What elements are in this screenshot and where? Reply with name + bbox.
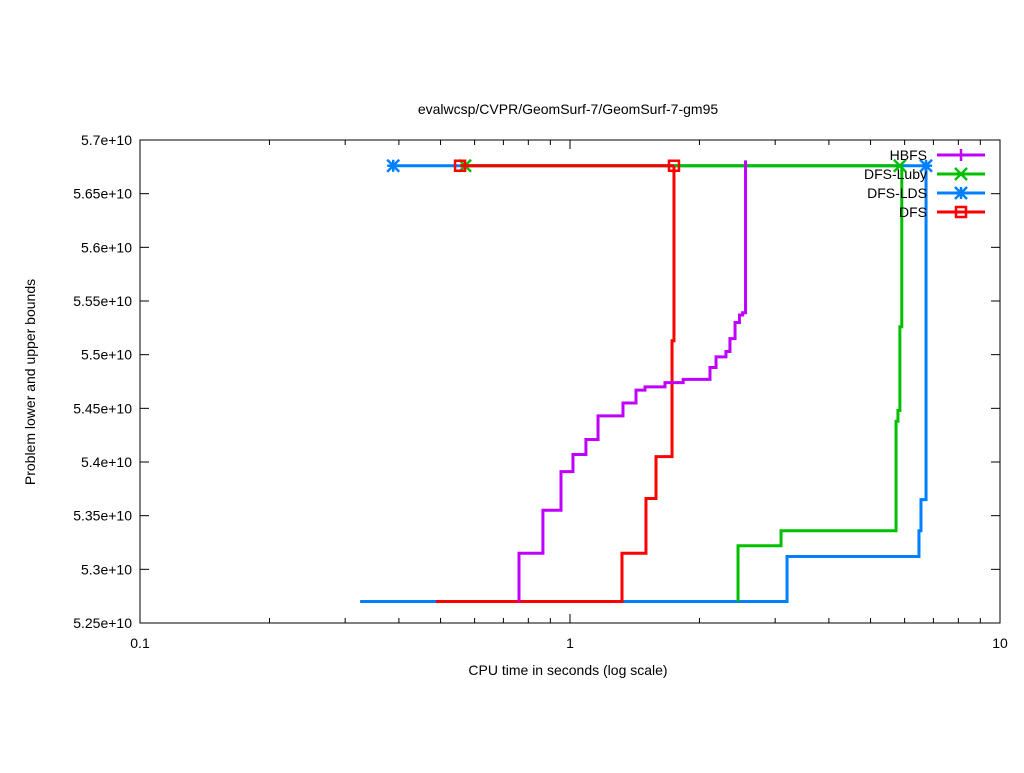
x-tick-label: 10 [992,635,1008,651]
marker-stroke [453,159,467,173]
y-tick-label: 5.6e+10 [81,239,132,255]
legend-label-dfs-luby: DFS-Luby [864,166,927,182]
series-dfs-lds-lower-bound [360,165,928,604]
marker-stroke [954,186,968,200]
marker-stroke [954,167,968,181]
legend: HBFS DFS-Luby DFS-LDS DFS [864,147,985,220]
series-dfs-point [453,159,467,173]
series-dfs-lds-point [919,158,933,173]
series-dfs-lds-point [386,158,401,173]
y-tick-label: 5.3e+10 [81,561,132,577]
y-axis-label: Problem lower and upper bounds [22,279,38,485]
legend-label-dfs-lds: DFS-LDS [867,185,927,201]
marker-stroke [386,158,401,173]
legend-marker-dfs-luby [954,167,968,181]
y-tick-label: 5.4e+10 [81,454,132,470]
y-tick-label: 5.35e+10 [73,508,132,524]
plot-frame [139,139,1001,624]
x-tick-label: 0.1 [130,635,150,651]
axes-layer: 5.25e+10 5.3e+10 5.35e+10 5.4e+10 5.45e+10 5.… [73,132,1008,651]
y-tick-label: 5.55e+10 [73,293,132,309]
x-axis-label: CPU time in seconds (log scale) [468,662,667,678]
series-layer [360,158,933,604]
marker-stroke [954,205,968,219]
y-tick-label: 5.65e+10 [73,186,132,202]
legend-marker-dfs-lds [954,186,968,200]
y-tick-label: 5.45e+10 [73,400,132,416]
series-hbfs-lower-bound [517,160,748,602]
marker-stroke [667,159,681,173]
series-dfs-point [667,159,681,173]
y-tick-label: 5.5e+10 [81,347,132,363]
series-dfs-lower-bound [436,165,676,604]
series-dfs-luby-lower-bound [736,165,904,602]
y-tick-label: 5.25e+10 [73,615,132,631]
marker-stroke [919,158,933,173]
legend-marker-hbfs [955,149,967,161]
marker-stroke [892,158,907,173]
y-tick-label: 5.7e+10 [81,132,132,148]
legend-label-dfs: DFS [899,204,927,220]
legend-label-hbfs: HBFS [890,147,927,163]
legend-marker-dfs [954,205,968,219]
series-dfs-luby-point [892,158,907,173]
chart-title: evalwcsp/CVPR/GeomSurf-7/GeomSurf-7-gm95 [418,101,719,117]
x-tick-label: 1 [566,635,574,651]
